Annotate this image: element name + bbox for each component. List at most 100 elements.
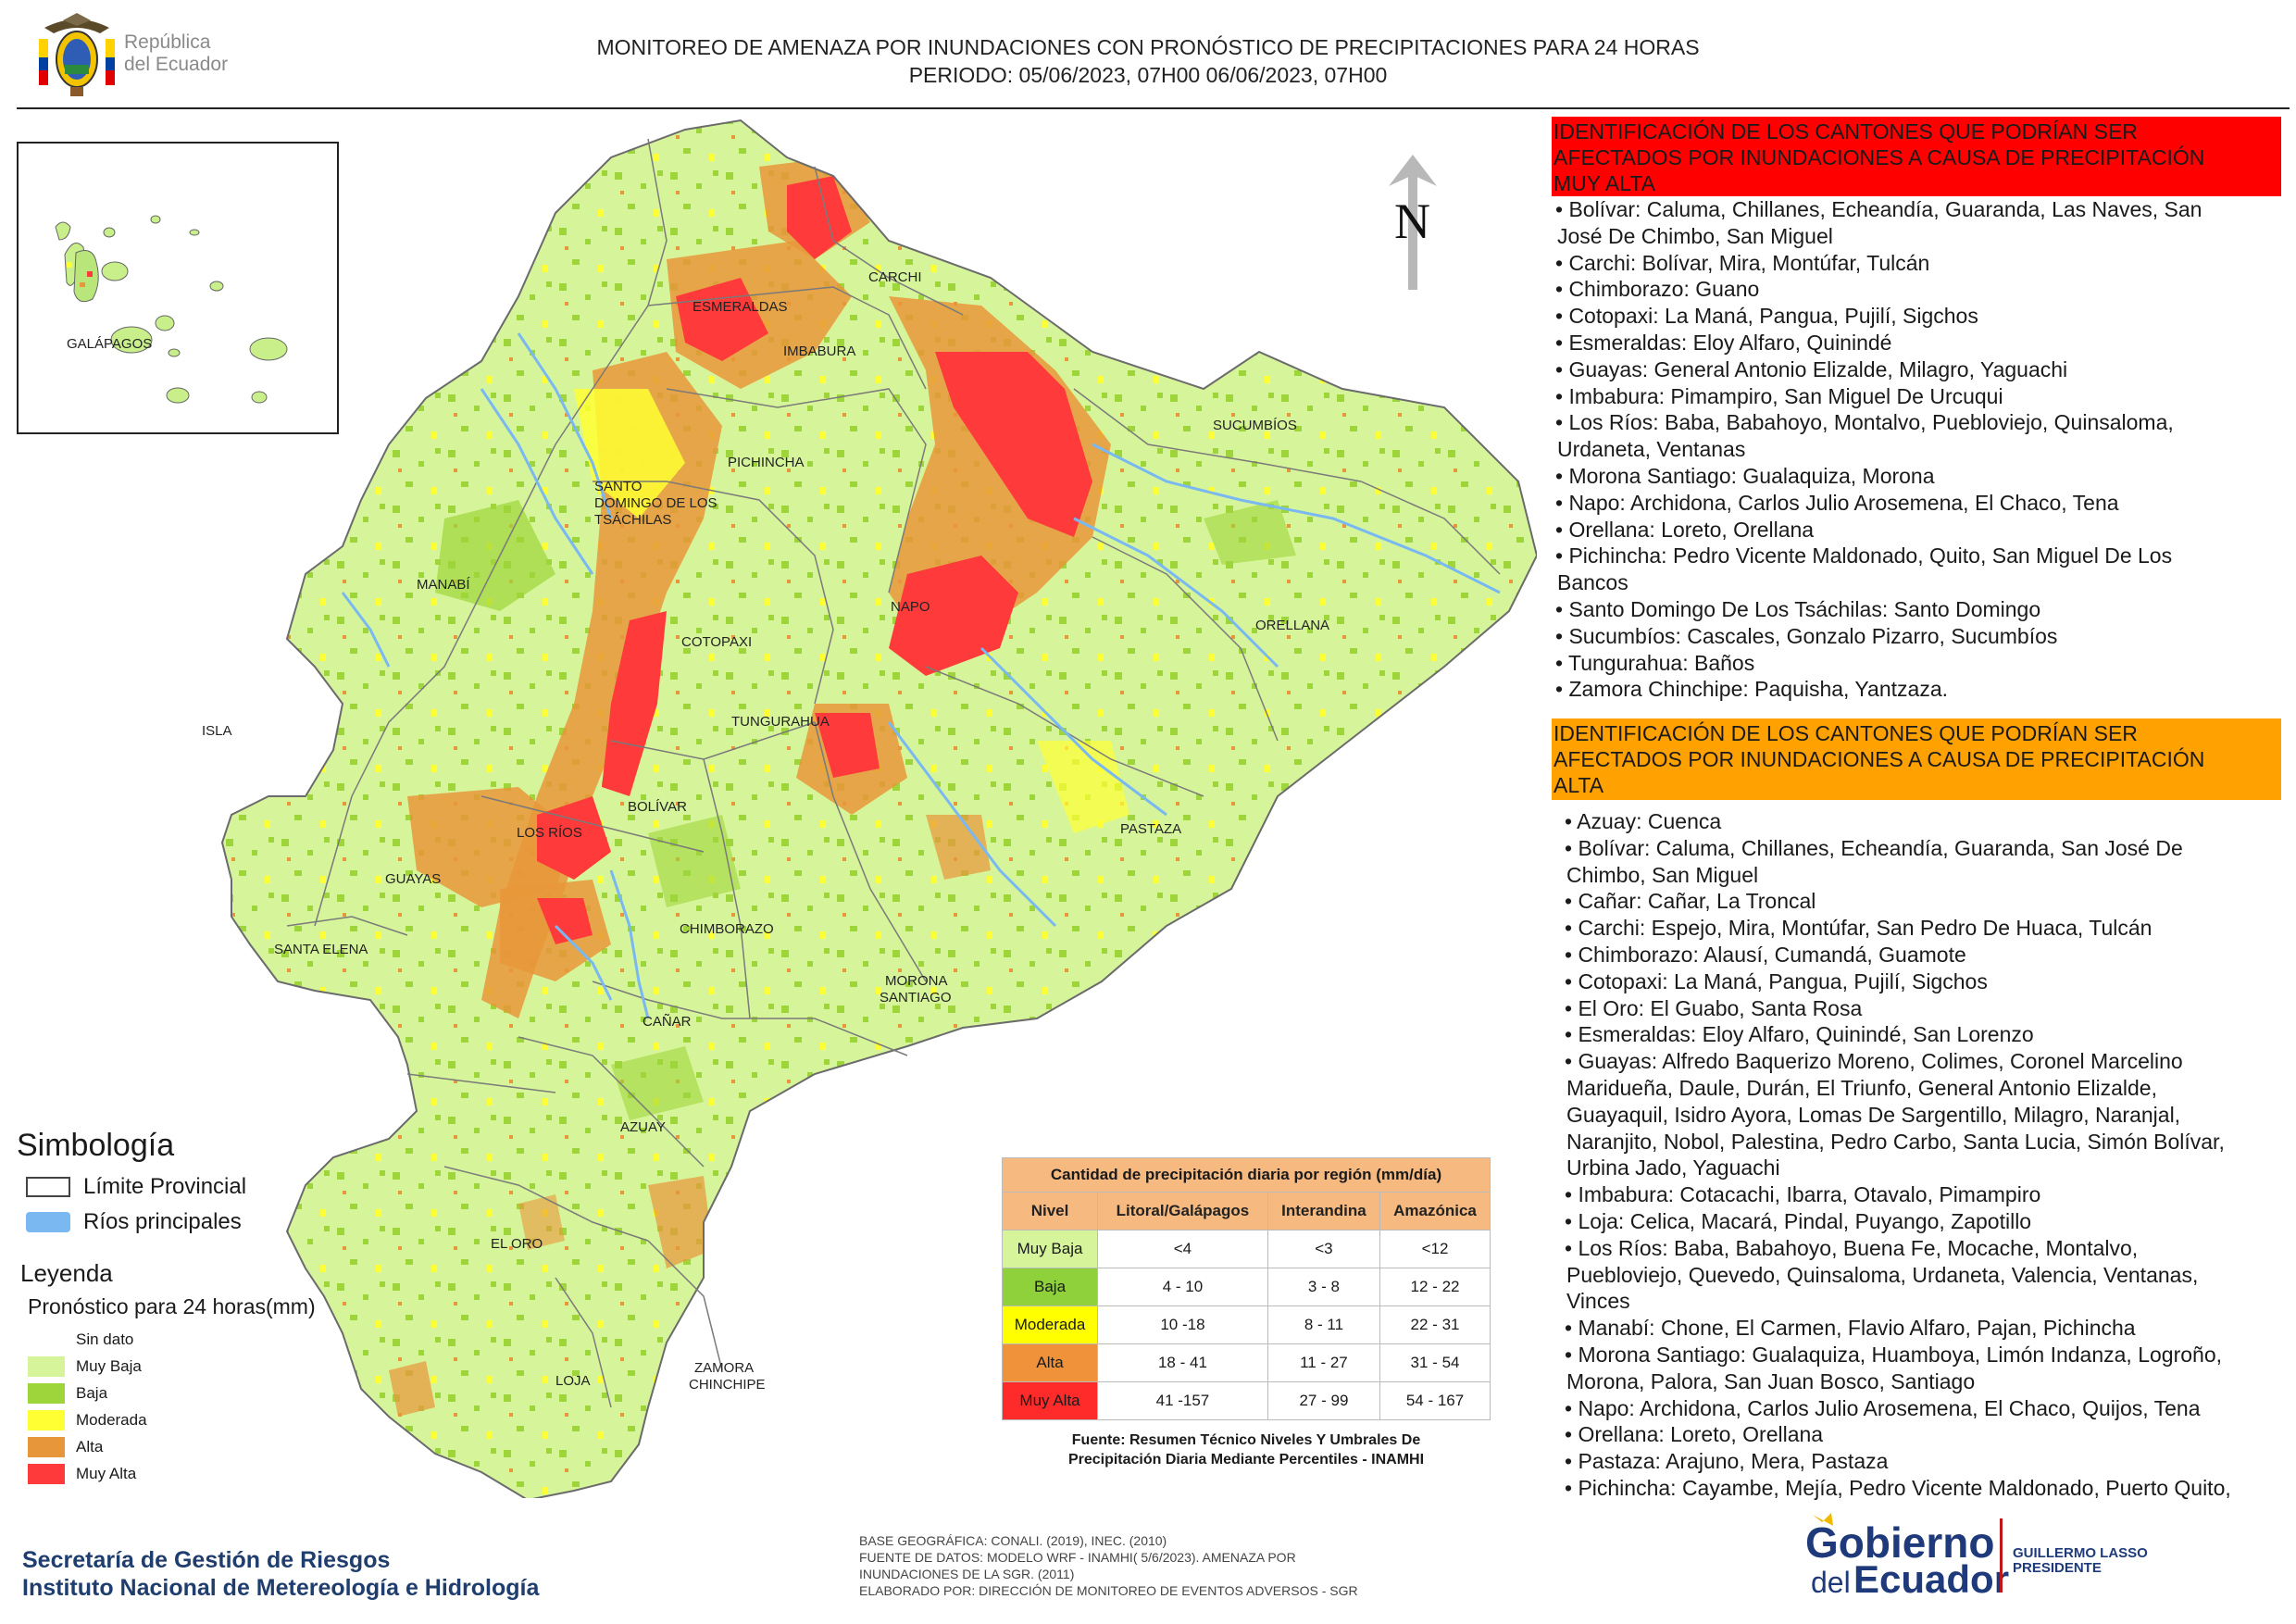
canton-list-item: Guayaquil, Isidro Ayora, Lomas De Sargen… bbox=[1566, 1102, 2181, 1127]
limite-label: Límite Provincial bbox=[83, 1174, 247, 1199]
table-cell-nivel: Muy Alta bbox=[1001, 1381, 1099, 1420]
orange-head-line3: ALTA bbox=[1554, 773, 1604, 797]
header: República del Ecuador MONITOREO DE AMENA… bbox=[0, 0, 2296, 109]
table-cell-litoral: <4 bbox=[1097, 1230, 1268, 1268]
title-line2: PERIODO: 05/06/2023, 07H00 06/06/2023, 0… bbox=[908, 63, 1388, 87]
legend-swatch bbox=[28, 1383, 65, 1404]
canton-list-item: • Carchi: Espejo, Mira, Montúfar, San Pe… bbox=[1565, 916, 2152, 941]
label-imbabura: IMBABURA bbox=[783, 344, 855, 359]
table-title: Cantidad de precipitación diaria por reg… bbox=[1002, 1157, 1491, 1193]
precipitation-overlay bbox=[389, 157, 1296, 1417]
rios-swatch bbox=[26, 1212, 70, 1232]
label-bolivar: BOLÍVAR bbox=[628, 799, 687, 815]
canton-list-item: Naranjito, Nobol, Palestina, Pedro Carbo… bbox=[1566, 1129, 2225, 1154]
limite-swatch bbox=[26, 1177, 70, 1197]
canton-list-item: • Sucumbíos: Cascales, Gonzalo Pizarro, … bbox=[1555, 623, 2058, 648]
canton-list-item: Bancos bbox=[1557, 570, 1628, 595]
table-cell-litoral: 41 -157 bbox=[1097, 1381, 1268, 1420]
table-cell-litoral: 10 -18 bbox=[1097, 1305, 1268, 1344]
legend-swatch bbox=[28, 1330, 65, 1350]
credits-line3: INUNDACIONES DE LA SGR. (2011) bbox=[859, 1567, 1075, 1581]
galapagos-map: GALÁPAGOS bbox=[55, 215, 288, 404]
alta-header: IDENTIFICACIÓN DE LOS CANTONES QUE PODRÍ… bbox=[1552, 718, 2281, 800]
gobierno-logo: Gobierno del Ecuador GUILLERMO LASSO PRE… bbox=[1805, 1509, 2157, 1602]
header-divider bbox=[17, 107, 2290, 109]
rios-label: Ríos principales bbox=[83, 1209, 242, 1234]
canton-list-item: • Bolívar: Caluma, Chillanes, Echeandía,… bbox=[1565, 835, 2183, 860]
label-guayas: GUAYAS bbox=[385, 871, 441, 887]
label-santo: SANTO bbox=[594, 479, 642, 494]
simbologia-title: Simbología bbox=[17, 1128, 175, 1163]
legend-rios-row: Ríos principales bbox=[26, 1209, 242, 1235]
legend-limite-row: Límite Provincial bbox=[26, 1174, 246, 1200]
legend-label: Muy Baja bbox=[76, 1357, 142, 1375]
orange-head-line1: IDENTIFICACIÓN DE LOS CANTONES QUE PODRÍ… bbox=[1554, 721, 2138, 745]
label-santiago: SANTIAGO bbox=[880, 990, 952, 1006]
source-line2: Precipitación Diaria Mediante Percentile… bbox=[1067, 1452, 1425, 1468]
precipitation-table: Cantidad de precipitación diaria por reg… bbox=[1001, 1157, 1491, 1420]
canton-list-item: • Imbabura: Cotacachi, Ibarra, Otavalo, … bbox=[1565, 1182, 2041, 1207]
gob-line2: del bbox=[1811, 1566, 1851, 1599]
logo-text-line1: República bbox=[124, 31, 211, 53]
table-cell-litoral: 4 - 10 bbox=[1097, 1268, 1268, 1306]
table-row: Muy Alta 41 -157 27 - 99 54 - 167 bbox=[1001, 1381, 1491, 1420]
gobierno-logo-icon: Gobierno del Ecuador GUILLERMO LASSO PRE… bbox=[1805, 1513, 2148, 1601]
legend-item: Baja bbox=[28, 1383, 107, 1404]
label-cotopaxi: COTOPAXI bbox=[681, 634, 752, 650]
footer-credits: BASE GEOGRÁFICA: CONALI. (2019), INEC. (… bbox=[859, 1532, 1526, 1599]
canton-list-item: • Pastaza: Arajuno, Mera, Pastaza bbox=[1565, 1449, 1889, 1474]
table-cell-nivel: Baja bbox=[1001, 1268, 1099, 1306]
label-tungurahua: TUNGURAHUA bbox=[731, 714, 830, 730]
table-row: Alta 18 - 41 11 - 27 31 - 54 bbox=[1001, 1343, 1491, 1382]
label-domingo: DOMINGO DE LOS bbox=[594, 495, 718, 511]
label-los-rios: LOS RÍOS bbox=[517, 825, 582, 841]
canton-list-item: • Cotopaxi: La Maná, Pangua, Pujilí, Sig… bbox=[1555, 304, 1978, 329]
page-title: MONITOREO DE AMENAZA POR INUNDACIONES CO… bbox=[370, 33, 1926, 89]
col-header-amazonica: Amazónica bbox=[1379, 1192, 1491, 1230]
title-line1: MONITOREO DE AMENAZA POR INUNDACIONES CO… bbox=[596, 35, 1700, 59]
legend-swatch bbox=[28, 1464, 65, 1484]
legend-item: Moderada bbox=[28, 1410, 147, 1430]
label-sucumbios: SUCUMBÍOS bbox=[1213, 418, 1297, 433]
label-napo: NAPO bbox=[891, 599, 930, 615]
canton-list-item: • Santo Domingo De Los Tsáchilas: Santo … bbox=[1555, 596, 2041, 621]
source-line1: Fuente: Resumen Técnico Niveles Y Umbral… bbox=[1071, 1432, 1421, 1448]
north-arrow: N bbox=[1379, 153, 1446, 292]
label-orellana: ORELLANA bbox=[1255, 618, 1329, 633]
table-cell-amazonica: 22 - 31 bbox=[1379, 1305, 1491, 1344]
canton-list-item: Maridueña, Daule, Durán, El Triunfo, Gen… bbox=[1566, 1075, 2157, 1100]
precip-table: Cantidad de precipitación diaria por reg… bbox=[1001, 1157, 1491, 1420]
table-cell-interandina: 8 - 11 bbox=[1267, 1305, 1381, 1344]
label-isla: ISLA bbox=[202, 723, 232, 739]
col-header-litoral: Litoral/Galápagos bbox=[1097, 1192, 1268, 1230]
canton-list-item: • Guayas: Alfredo Baquerizo Moreno, Coli… bbox=[1565, 1049, 2183, 1074]
canton-list-item: • Azuay: Cuenca bbox=[1565, 809, 1722, 833]
canton-list-item: • Guayas: General Antonio Elizalde, Mila… bbox=[1555, 356, 2068, 381]
orange-head-line2: AFECTADOS POR INUNDACIONES A CAUSA DE PR… bbox=[1554, 747, 2205, 771]
label-pastaza: PASTAZA bbox=[1120, 821, 1181, 837]
col-header-nivel: Nivel bbox=[1001, 1192, 1099, 1230]
table-cell-nivel: Moderada bbox=[1001, 1305, 1099, 1344]
label-chinchipe: CHINCHIPE bbox=[689, 1377, 766, 1393]
table-cell-interandina: <3 bbox=[1267, 1230, 1381, 1268]
legend-item: Muy Baja bbox=[28, 1356, 142, 1377]
table-cell-amazonica: <12 bbox=[1379, 1230, 1491, 1268]
galapagos-label: GALÁPAGOS bbox=[67, 336, 152, 352]
label-chimborazo: CHIMBORAZO bbox=[680, 921, 774, 937]
legend-swatch bbox=[28, 1410, 65, 1430]
canton-list-item: • Tungurahua: Baños bbox=[1555, 650, 1755, 675]
gob-line1: Gobierno bbox=[1805, 1518, 1994, 1567]
canton-list-item: • Esmeraldas: Eloy Alfaro, Quinindé bbox=[1555, 330, 1892, 355]
table-cell-interandina: 27 - 99 bbox=[1267, 1381, 1381, 1420]
north-label: N bbox=[1394, 194, 1430, 249]
label-morona: MORONA bbox=[885, 973, 948, 989]
label-esmeraldas: ESMERALDAS bbox=[693, 299, 788, 315]
canton-list-item: Vinces bbox=[1566, 1289, 1630, 1314]
label-zamora: ZAMORA bbox=[694, 1360, 754, 1376]
legend-label: Muy Alta bbox=[76, 1465, 137, 1482]
label-pichincha: PICHINCHA bbox=[728, 455, 805, 470]
coat-of-arms-icon bbox=[39, 13, 115, 96]
canton-list-item: • Manabí: Chone, El Carmen, Flavio Alfar… bbox=[1565, 1316, 2136, 1341]
label-carchi: CARCHI bbox=[868, 269, 922, 285]
canton-list-item: • Esmeraldas: Eloy Alfaro, Quinindé, San… bbox=[1565, 1022, 2034, 1047]
